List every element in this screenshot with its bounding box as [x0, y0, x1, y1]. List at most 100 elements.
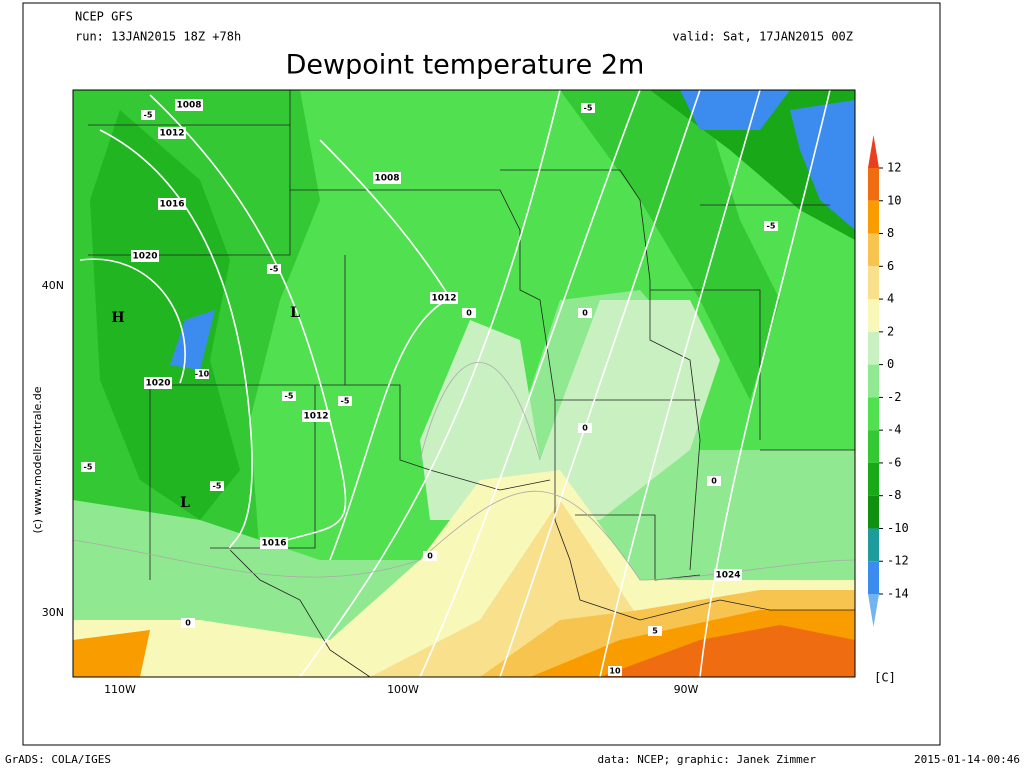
isobar-label: 1012 [431, 294, 456, 304]
colorbar-segment [868, 364, 879, 398]
label-box [175, 99, 203, 111]
dewpoint-label: 0 [185, 619, 191, 628]
colorbar-tick-label: -2 [887, 390, 901, 404]
colorbar-tick-label: -10 [887, 521, 909, 535]
run: run: 13JAN2015 18Z +78h [75, 30, 241, 44]
isobar-label: 1008 [176, 101, 201, 111]
dewpoint-label: -5 [270, 265, 279, 274]
colorbar-segment [868, 397, 879, 431]
label-box [158, 127, 186, 139]
dewpoint-label: -10 [195, 370, 210, 379]
label-box [158, 198, 186, 210]
pressure-center: L [290, 305, 300, 321]
label-box [267, 264, 281, 274]
dewpoint-label: -5 [341, 397, 350, 406]
label-box [423, 551, 437, 561]
lon-label: 100W [387, 683, 419, 696]
colorbar-tick-label: 8 [887, 226, 894, 240]
colorbar-segment [868, 430, 879, 463]
label-box [578, 423, 592, 433]
label-box [764, 221, 778, 231]
dewpoint-label: 0 [466, 309, 472, 318]
colorbar-unit: [C] [874, 671, 896, 685]
dewpoint-label: 0 [711, 477, 717, 486]
colorbar-tick-label: 12 [887, 161, 901, 175]
dewpoint-label: -5 [584, 104, 593, 113]
colorbar-segment [868, 331, 879, 365]
model: NCEP GFS [75, 10, 133, 24]
colorbar-segment [868, 462, 879, 496]
title: Dewpoint temperature 2m [286, 50, 645, 81]
credit: (c) www.modellzentrale.de [31, 386, 44, 533]
label-box [714, 569, 742, 581]
dewpoint-label: 10 [609, 667, 621, 676]
label-box [144, 377, 172, 389]
colorbar-tick-label: 6 [887, 259, 894, 273]
label-box [338, 396, 352, 406]
label-box [131, 250, 159, 262]
label-box [578, 308, 592, 318]
isobar-label: 1012 [303, 412, 328, 422]
colorbar-segment [868, 561, 879, 594]
isobar-label: 1020 [145, 379, 170, 389]
isobar-label: 1024 [715, 571, 740, 581]
pressure-center: L [180, 495, 190, 511]
label-box [462, 308, 476, 318]
label-box [195, 369, 209, 379]
colorbar-tick-label: -14 [887, 587, 909, 601]
lon-label: 110W [104, 683, 136, 696]
colorbar-segment [868, 528, 879, 562]
colorbar-tick-label: -8 [887, 488, 901, 502]
dewpoint-label: -5 [144, 111, 153, 120]
footer-left: GrADS: COLA/IGES [5, 753, 111, 766]
overlay: 1008101210161020100810121020101210161024… [81, 99, 909, 676]
lat-label: 30N [42, 606, 64, 619]
footer-center: data: NCEP; graphic: Janek Zimmer [597, 753, 816, 766]
label-box [81, 462, 95, 472]
label-box [210, 481, 224, 491]
colorbar-arrow [868, 594, 879, 627]
label-box [608, 666, 622, 676]
dewpoint-label: -5 [285, 392, 294, 401]
dewpoint-label: -5 [84, 463, 93, 472]
label-box [260, 537, 288, 549]
colorbar-tick-label: 0 [887, 357, 894, 371]
label-box [302, 410, 330, 422]
label-box [707, 476, 721, 486]
dewpoint-label: -5 [767, 222, 776, 231]
map [72, 89, 856, 678]
colorbar-segment [868, 495, 879, 529]
colorbar-arrow [868, 135, 879, 168]
colorbar-tick-label: 10 [887, 193, 901, 207]
label-box [141, 110, 155, 120]
label-box [648, 626, 662, 636]
label-box [430, 292, 458, 304]
lat-label: 40N [42, 279, 64, 292]
lon-label: 90W [674, 683, 699, 696]
label-box [181, 618, 195, 628]
valid: valid: Sat, 17JAN2015 00Z [672, 30, 853, 44]
colorbar-tick-label: -4 [887, 423, 901, 437]
colorbar-tick-label: -12 [887, 554, 909, 568]
colorbar-segment [868, 299, 879, 332]
dewpoint-label: 5 [652, 627, 658, 636]
colorbar-tick-label: -6 [887, 455, 901, 469]
colorbar-segment [868, 168, 879, 201]
label-box [282, 391, 296, 401]
isobar-label: 1012 [159, 129, 184, 139]
colorbar-segment [868, 266, 879, 300]
dewpoint-label: 0 [582, 424, 588, 433]
footer-right: 2015-01-14-00:46 [914, 753, 1020, 766]
dewpoint-label: -5 [213, 482, 222, 491]
isobar-label: 1016 [261, 539, 286, 549]
dewpoint-label: 0 [427, 552, 433, 561]
colorbar-tick-label: 4 [887, 292, 894, 306]
colorbar-tick-label: 2 [887, 324, 894, 338]
colorbar-segment [868, 200, 879, 234]
colorbar-segment [868, 233, 879, 267]
label-box [581, 103, 595, 113]
pressure-center: H [111, 310, 124, 326]
isobar-label: 1016 [159, 200, 184, 210]
dewpoint-label: 0 [582, 309, 588, 318]
